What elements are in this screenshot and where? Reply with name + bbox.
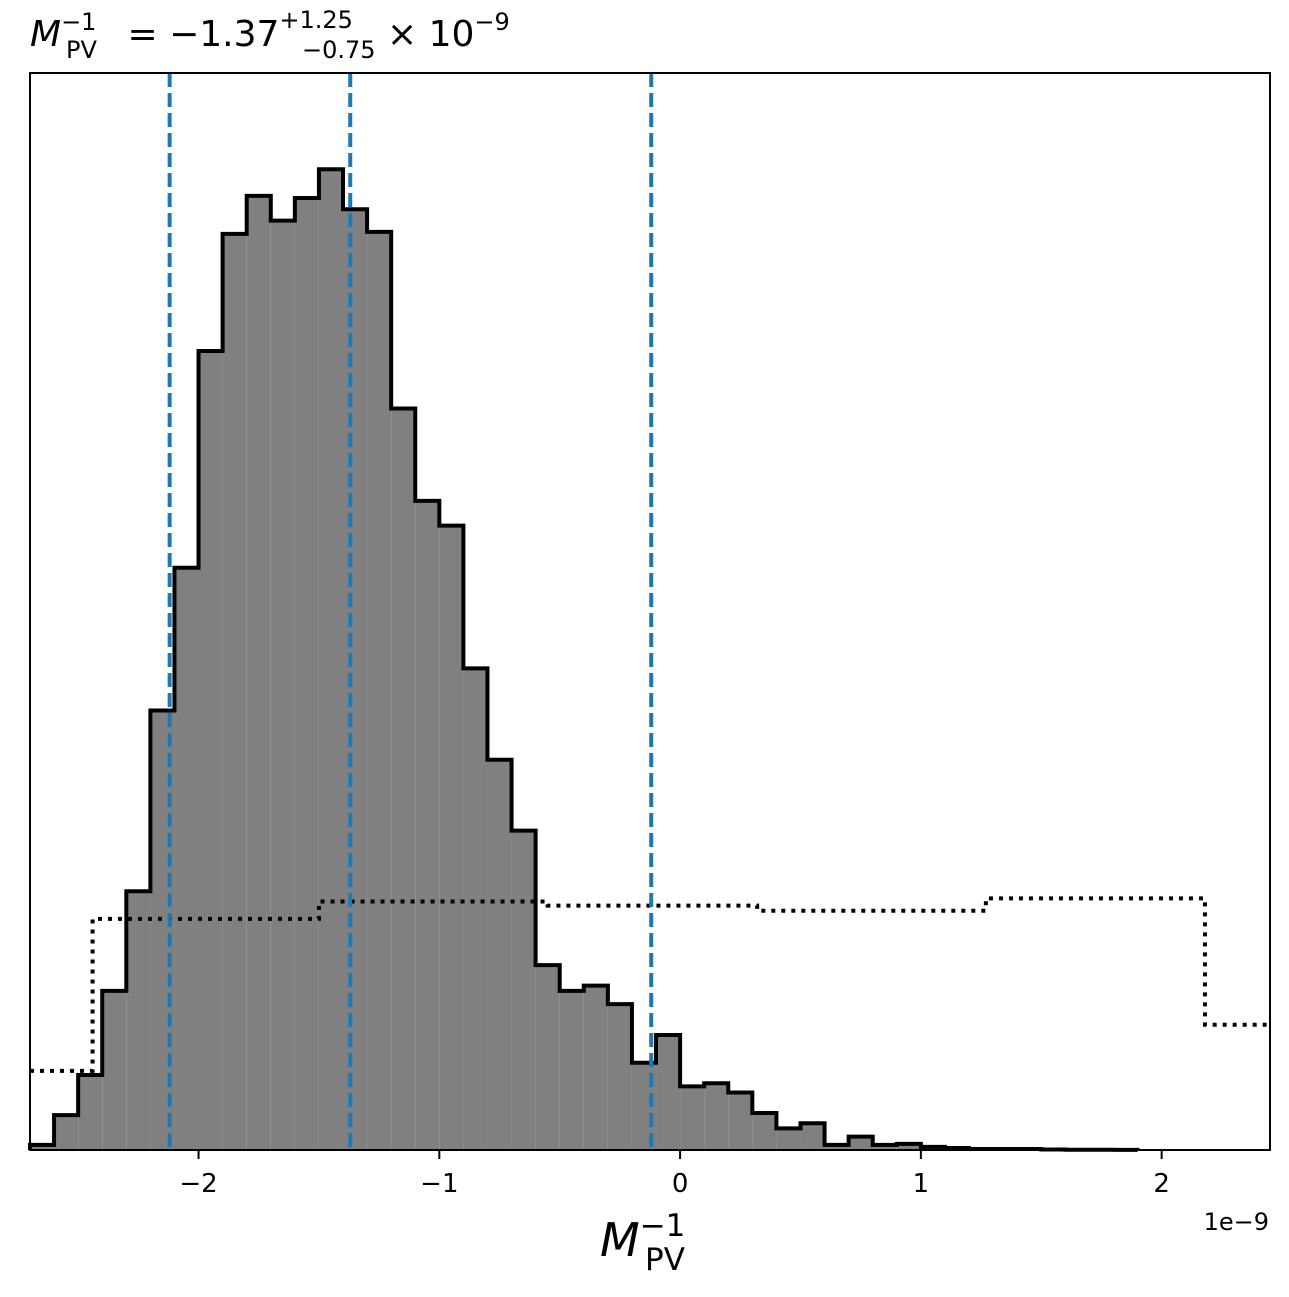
histogram-bar — [78, 1075, 102, 1150]
histogram-bar — [463, 668, 487, 1150]
histogram-bar — [656, 1035, 680, 1150]
posterior-histogram — [30, 169, 1138, 1150]
histogram-bar — [126, 891, 150, 1150]
histogram-bar — [391, 409, 415, 1150]
histogram-bar — [560, 991, 584, 1150]
xlabel-subscript: PV — [645, 1242, 685, 1278]
histogram-bar — [102, 991, 126, 1150]
histogram-bar — [584, 986, 608, 1150]
histogram-bar — [800, 1123, 824, 1150]
histogram-bar — [487, 760, 511, 1150]
x-tick-label: −1 — [420, 1169, 458, 1199]
histogram-bar — [680, 1086, 704, 1150]
histogram-bar — [295, 198, 319, 1150]
histogram-bar — [728, 1092, 752, 1150]
histogram-bar — [439, 526, 463, 1150]
histogram-bar — [415, 501, 439, 1150]
histogram-bar — [223, 234, 247, 1150]
histogram-bar — [849, 1137, 873, 1150]
histogram-bar — [536, 965, 560, 1150]
histogram-bar — [199, 351, 223, 1150]
xlabel-symbol: M — [600, 1213, 640, 1267]
histogram-bar — [704, 1083, 728, 1150]
histogram-bar — [247, 196, 271, 1150]
x-tick-label: −2 — [179, 1169, 217, 1199]
x-tick-label: 2 — [1153, 1169, 1170, 1199]
histogram-bar — [512, 831, 536, 1150]
title-lower-error: −0.75 — [302, 36, 376, 64]
xlabel-superscript: −1 — [640, 1208, 686, 1244]
title-equals: = — [116, 14, 169, 55]
histogram-bar — [752, 1113, 776, 1150]
histogram-bar — [608, 1004, 632, 1150]
title-superscript: −1 — [61, 8, 96, 36]
histogram-bar — [776, 1128, 800, 1150]
title-upper-error: +1.25 — [279, 6, 353, 34]
x-tick-label: 0 — [672, 1169, 689, 1199]
histogram-bar — [367, 232, 391, 1150]
title-times: × 10 — [376, 14, 475, 55]
histogram-bar — [319, 169, 343, 1150]
x-offset-label: 1e−9 — [1204, 1208, 1269, 1236]
histogram-bar — [271, 221, 295, 1150]
title-value: −1.37 — [169, 14, 279, 55]
title-subscript: PV — [66, 36, 97, 64]
histogram-bar — [343, 209, 367, 1150]
x-axis-ticks: −2 −1 0 1 2 — [179, 1150, 1170, 1199]
histogram-bar — [174, 568, 198, 1150]
x-tick-label: 1 — [913, 1169, 930, 1199]
title-exponent: −9 — [474, 8, 509, 36]
histogram-bar — [54, 1115, 78, 1150]
title-symbol: M — [30, 14, 61, 55]
